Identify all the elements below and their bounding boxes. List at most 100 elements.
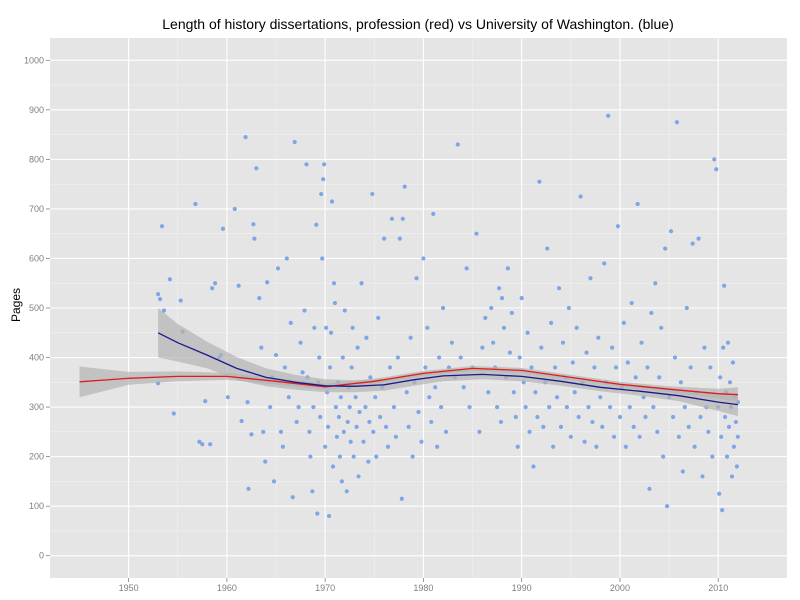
data-point: [672, 355, 678, 360]
data-point: [157, 296, 163, 302]
data-point: [477, 429, 482, 434]
data-point: [245, 400, 250, 405]
data-point: [347, 404, 352, 410]
data-point: [290, 495, 295, 500]
data-point: [414, 276, 419, 281]
data-point: [368, 375, 373, 380]
data-point: [474, 231, 479, 236]
data-point: [509, 310, 514, 316]
data-point: [345, 419, 350, 425]
data-point: [496, 286, 502, 291]
data-point: [724, 454, 730, 459]
y-tick-label: 200: [29, 452, 44, 462]
data-point: [357, 409, 362, 415]
data-point: [719, 434, 724, 439]
data-point: [645, 365, 650, 370]
y-tick-label: 800: [29, 154, 44, 164]
data-point: [674, 120, 680, 125]
data-point: [353, 395, 358, 400]
data-point: [637, 434, 642, 439]
data-point: [623, 444, 628, 449]
data-point: [576, 414, 581, 420]
data-point: [367, 419, 372, 425]
data-point: [633, 375, 638, 380]
data-point: [554, 395, 560, 400]
data-point: [495, 404, 500, 410]
data-point: [598, 395, 603, 400]
data-point: [336, 414, 342, 420]
data-point: [399, 496, 404, 501]
profession-smooth-line: [79, 367, 738, 396]
data-point: [535, 414, 540, 420]
data-point: [657, 375, 662, 380]
data-point: [609, 345, 615, 350]
data-point: [541, 424, 546, 429]
data-point: [395, 355, 400, 360]
data-point: [489, 305, 494, 311]
data-point: [273, 352, 279, 358]
data-point: [588, 276, 593, 281]
data-point: [298, 340, 303, 345]
y-tick-label: 300: [29, 402, 44, 412]
data-point: [340, 355, 345, 360]
data-point: [480, 345, 485, 350]
data-point: [696, 236, 701, 241]
data-point: [615, 224, 621, 229]
data-point: [322, 162, 327, 167]
data-point: [706, 429, 711, 434]
data-point: [684, 305, 689, 311]
data-point: [425, 325, 430, 330]
data-point: [382, 236, 387, 241]
data-point: [564, 404, 569, 410]
data-point: [594, 444, 599, 449]
data-point: [252, 236, 257, 241]
data-point: [393, 434, 398, 439]
data-point: [383, 424, 389, 429]
data-point: [330, 464, 336, 469]
data-point: [259, 345, 264, 350]
data-point: [435, 444, 440, 449]
data-point: [613, 365, 619, 370]
data-point: [363, 404, 368, 410]
data-point: [359, 281, 364, 286]
data-point: [429, 419, 434, 425]
data-point: [203, 399, 208, 404]
data-point: [324, 325, 329, 330]
data-point: [592, 365, 597, 370]
data-point: [257, 295, 262, 301]
data-point: [334, 434, 340, 439]
x-tick-label: 1960: [217, 583, 237, 593]
data-point: [578, 194, 583, 199]
data-point: [315, 511, 320, 516]
data-point: [271, 479, 277, 484]
data-point: [321, 177, 326, 182]
x-tick-label: 2010: [708, 583, 728, 593]
data-point: [513, 414, 518, 420]
data-point: [574, 325, 579, 330]
data-point: [325, 424, 331, 429]
data-point: [606, 113, 611, 118]
data-point: [212, 281, 218, 286]
data-point: [232, 206, 237, 212]
data-point: [608, 404, 613, 410]
data-point: [329, 199, 335, 204]
data-point: [688, 365, 693, 370]
data-point: [354, 424, 359, 429]
data-point: [517, 355, 522, 360]
data-point: [621, 320, 626, 325]
data-point: [314, 222, 319, 227]
data-point: [627, 404, 632, 410]
data-point: [710, 454, 715, 459]
data-point: [582, 439, 587, 444]
data-point: [373, 395, 378, 400]
confidence-bands: [79, 308, 738, 416]
data-point: [600, 424, 605, 429]
y-tick-label: 100: [29, 501, 44, 511]
data-point: [649, 310, 654, 316]
data-point: [730, 360, 736, 365]
data-point: [286, 395, 291, 400]
data-point: [344, 489, 349, 494]
data-point: [584, 350, 589, 355]
data-point: [333, 404, 339, 410]
